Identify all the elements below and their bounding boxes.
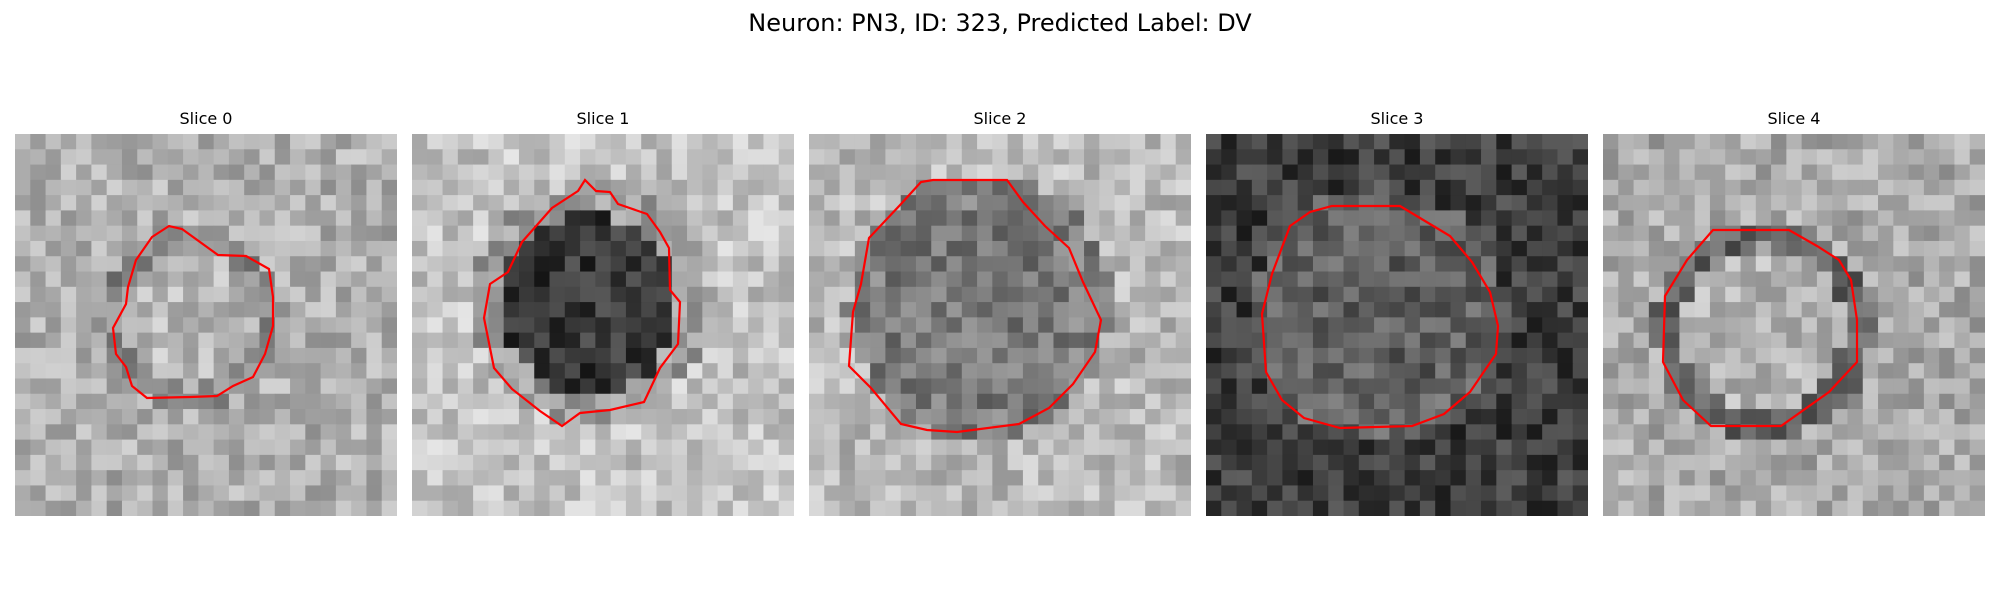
roi-contour-1	[482, 178, 682, 428]
slice-panel-0: Slice 0	[15, 108, 397, 516]
slice-title-2: Slice 2	[973, 109, 1027, 128]
slice-image-0	[15, 134, 397, 516]
roi-contour-2	[847, 178, 1103, 434]
figure-title: Neuron: PN3, ID: 323, Predicted Label: D…	[748, 9, 1252, 37]
slice-title-1: Slice 1	[576, 109, 630, 128]
slice-title-3: Slice 3	[1370, 109, 1424, 128]
slice-panel-2: Slice 2	[809, 108, 1191, 516]
slice-title-4: Slice 4	[1767, 109, 1821, 128]
slice-panel-1: Slice 1	[412, 108, 794, 516]
slice-image-1	[412, 134, 794, 516]
roi-contour-0	[111, 224, 275, 400]
roi-contour-3	[1260, 204, 1500, 430]
slice-image-3	[1206, 134, 1588, 516]
slice-title-0: Slice 0	[179, 109, 233, 128]
slice-panel-4: Slice 4	[1603, 108, 1985, 516]
roi-contour-4	[1661, 228, 1859, 428]
slice-image-2	[809, 134, 1191, 516]
slice-panel-3: Slice 3	[1206, 108, 1588, 516]
slice-image-4	[1603, 134, 1985, 516]
